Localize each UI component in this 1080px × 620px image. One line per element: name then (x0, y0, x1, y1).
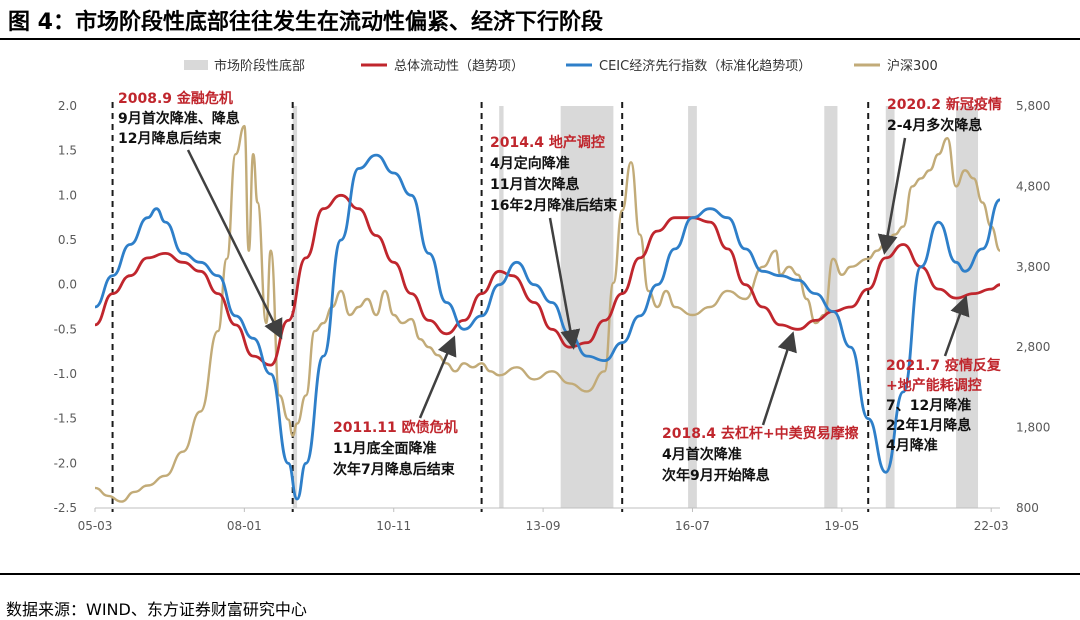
shaded-period (824, 106, 838, 508)
y-left-tick-label: -2.0 (54, 456, 77, 470)
series-lines (94, 124, 1001, 503)
x-tick-label: 16-07 (675, 519, 710, 533)
annotation-title: 2008.9 金融危机 (118, 90, 233, 107)
shaded-period (560, 106, 614, 508)
annotation-title-2: +地产能耗调控 (886, 377, 982, 394)
arrow-gfc (186, 149, 283, 340)
arrow-euro (418, 335, 457, 419)
csi300-series-line (94, 124, 1001, 503)
shaded-periods (292, 106, 979, 508)
legend: 市场阶段性底部 总体流动性（趋势项） CEIC经济先行指数（标准化趋势项） 沪深300 (184, 58, 938, 74)
annotation-line: 次年9月开始降息 (662, 467, 770, 484)
arrow-property (548, 217, 581, 350)
ceic-series-line (94, 153, 1001, 501)
legend-label: CEIC经济先行指数（标准化趋势项） (599, 58, 811, 74)
shaded-period (688, 106, 697, 508)
y-right-tick-label: 4,800 (1016, 179, 1050, 193)
annotation-euro: 2011.11 欧债危机 11月底全面降准 次年7月降息后结束 (333, 419, 458, 478)
arrow-delever (761, 331, 797, 426)
policy-dashed-lines (111, 102, 870, 512)
x-tick-label: 10-11 (376, 519, 411, 533)
y-left-tick-label: 0.5 (58, 233, 77, 247)
annotation-line: 12月降息后结束 (118, 130, 222, 147)
y-right-tick-label: 800 (1016, 501, 1039, 515)
x-tick-label: 19-05 (824, 519, 859, 533)
annotation-recur: 2021.7 疫情反复 +地产能耗调控 7、12月降准 22年1月降息 4月降准 (886, 357, 1002, 454)
shaded-period (499, 106, 504, 508)
y-left-tick-label: 1.0 (58, 188, 77, 202)
y-left-tick-label: 1.5 (58, 144, 77, 158)
annotation-title: 2018.4 去杠杆+中美贸易摩擦 (662, 425, 859, 442)
y-left-tick-label: -1.0 (54, 367, 77, 381)
annotation-line: 4月降准 (886, 437, 938, 454)
y-right-tick-label: 5,800 (1016, 99, 1050, 113)
annotation-title: 2020.2 新冠疫情 (887, 96, 1002, 113)
legend-label: 总体流动性（趋势项） (394, 58, 524, 74)
arrow-recur (943, 295, 970, 357)
top-rule (0, 38, 1080, 40)
annotation-arrows (186, 137, 970, 426)
annotation-delever: 2018.4 去杠杆+中美贸易摩擦 4月首次降准 次年9月开始降息 (662, 425, 859, 484)
y-left-tick-label: -1.5 (54, 412, 77, 426)
annotation-line: 4月定向降准 (490, 155, 570, 172)
annotation-covid: 2020.2 新冠疫情 2-4月多次降息 (887, 96, 1002, 134)
axes: 2.0 1.5 1.0 0.5 0.0 -0.5 -1.0 -1.5 -2.0 -2.5 5,800… (54, 99, 1051, 533)
y-left-tick-label: -0.5 (54, 322, 77, 336)
liquidity-series-line (94, 193, 1001, 367)
annotation-line: 次年7月降息后结束 (333, 461, 456, 478)
y-right-tick-label: 3,800 (1016, 260, 1050, 274)
shaded-period (885, 106, 895, 508)
x-tick-label: 22-03 (974, 519, 1009, 533)
annotation-line: 7、12月降准 (886, 397, 971, 414)
y-left-tick-label: 2.0 (58, 99, 77, 113)
legend-swatch (184, 60, 208, 70)
bottom-rule (0, 573, 1080, 575)
legend-label: 市场阶段性底部 (214, 58, 305, 74)
annotation-gfc: 2008.9 金融危机 9月首次降准、降息 12月降息后结束 (118, 90, 240, 147)
figure-title: 图 4：市场阶段性底部往往发生在流动性偏紧、经济下行阶段 (8, 10, 603, 35)
x-tick-label: 08-01 (227, 519, 262, 533)
annotation-line: 16年2月降准后结束 (490, 197, 618, 214)
y-left-tick-label: 0.0 (58, 278, 77, 292)
legend-label: 沪深300 (887, 58, 938, 74)
source-note: 数据来源：WIND、东方证券财富研究中心 (6, 600, 307, 619)
x-tick-label: 13-09 (526, 519, 561, 533)
x-tick-label: 05-03 (78, 519, 113, 533)
annotation-line: 2-4月多次降息 (887, 117, 982, 134)
arrow-covid (877, 137, 907, 255)
y-right-tick-label: 2,800 (1016, 340, 1050, 354)
annotation-title: 2014.4 地产调控 (490, 134, 605, 151)
annotation-line: 22年1月降息 (886, 417, 971, 434)
annotation-line: 9月首次降准、降息 (118, 110, 240, 127)
annotation-title: 2021.7 疫情反复 (886, 357, 1002, 374)
liquidity-bottom-chart: 2.0 1.5 1.0 0.5 0.0 -0.5 -1.0 -1.5 -2.0 -2.5 5,800… (54, 58, 1051, 533)
annotation-title: 2011.11 欧债危机 (333, 419, 458, 436)
y-right-tick-label: 1,800 (1016, 421, 1050, 435)
annotation-line: 4月首次降准 (662, 446, 742, 463)
y-left-tick-label: -2.5 (54, 501, 77, 515)
annotation-line: 11月首次降息 (490, 176, 579, 193)
shaded-period (956, 106, 979, 508)
annotation-property: 2014.4 地产调控 4月定向降准 11月首次降息 16年2月降准后结束 (490, 134, 618, 214)
annotation-line: 11月底全面降准 (333, 440, 436, 457)
